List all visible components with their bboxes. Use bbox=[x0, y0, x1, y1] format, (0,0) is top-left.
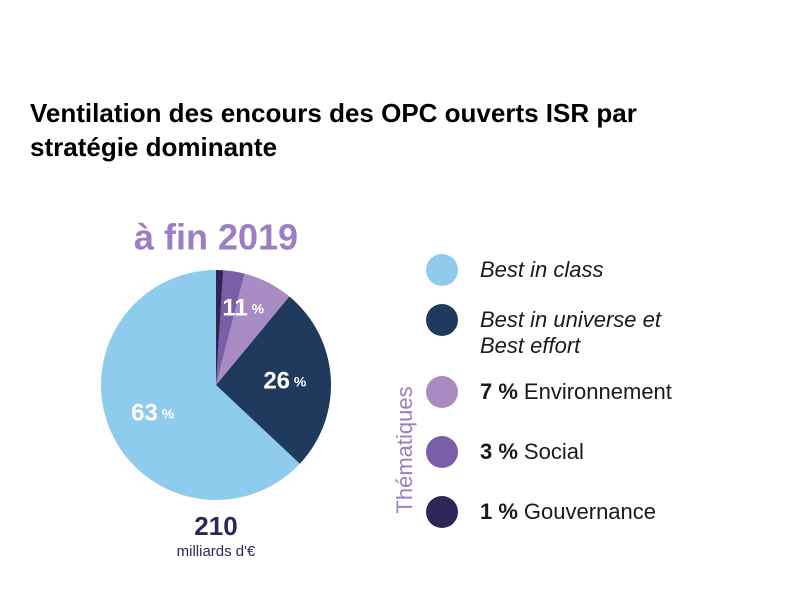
slice-label: 26 % bbox=[263, 368, 307, 395]
legend-entry: 7 % Environnement bbox=[480, 379, 680, 405]
legend-swatch bbox=[426, 376, 458, 408]
pie-slice bbox=[216, 270, 224, 385]
legend-entry: 1 % Gouvernance bbox=[480, 499, 680, 525]
legend-entry: 3 % Social bbox=[480, 439, 680, 465]
legend-swatch bbox=[426, 254, 458, 286]
pie-slice bbox=[216, 296, 331, 464]
legend-label: Gouvernance bbox=[523, 499, 657, 524]
legend-label: Environnement bbox=[523, 379, 672, 404]
pie-slice bbox=[216, 273, 290, 385]
legend-label: Social bbox=[523, 439, 584, 464]
legend-value: 7 % bbox=[480, 379, 518, 404]
legend-swatch bbox=[426, 304, 458, 336]
legend-entry: Best in universe et Best effort bbox=[480, 307, 661, 358]
slice-label: 63 % bbox=[131, 400, 175, 427]
legend-entry: Best in class bbox=[480, 257, 604, 282]
chart-title: Ventilation des encours des OPC ouverts … bbox=[30, 98, 637, 162]
legend-swatch bbox=[426, 436, 458, 468]
total-unit: milliards d'€ bbox=[177, 543, 256, 560]
pie-slice bbox=[216, 270, 245, 385]
chart-subtitle: à fin 2019 bbox=[134, 217, 298, 258]
title-box: Ventilation des encours des OPC ouverts … bbox=[30, 98, 637, 162]
group-value-label: 11 % bbox=[222, 295, 264, 322]
pie-slice bbox=[100, 270, 300, 501]
group-label: Thématiques bbox=[392, 386, 417, 513]
legend-value: 3 % bbox=[480, 439, 518, 464]
legend-value: 1 % bbox=[480, 499, 518, 524]
total: 210 bbox=[194, 511, 237, 541]
legend-swatch bbox=[426, 496, 458, 528]
